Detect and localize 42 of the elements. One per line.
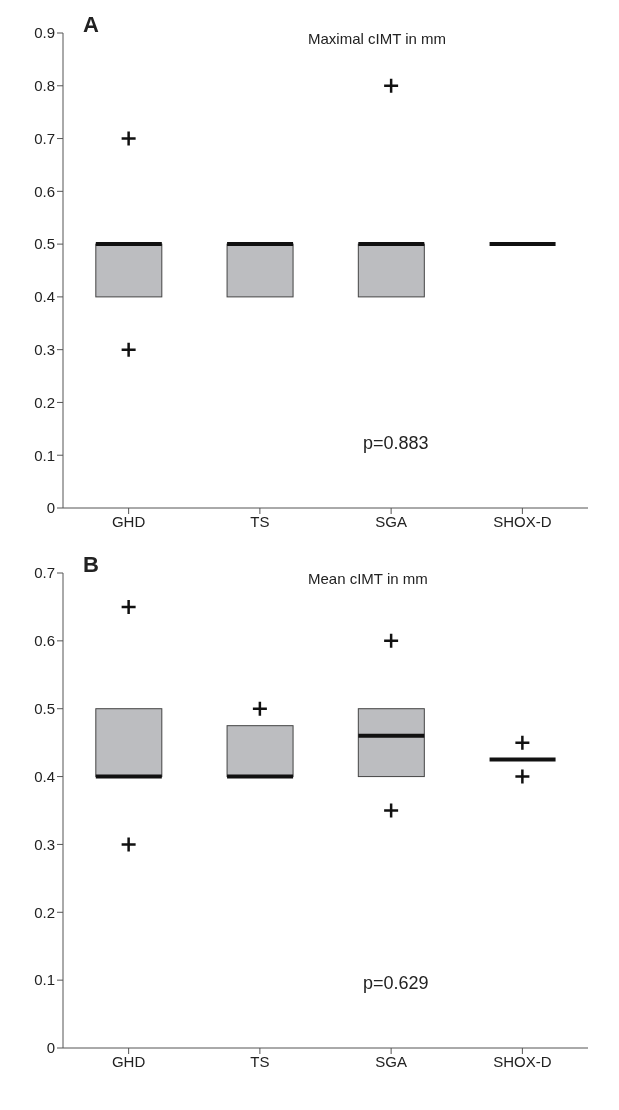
y-tick-label: 0.8: [34, 77, 55, 95]
chart-title: Mean cIMT in mm: [308, 570, 428, 587]
y-tick-label: 0.6: [34, 632, 55, 650]
x-tick-label: SHOX-D: [493, 512, 552, 530]
point: [514, 768, 531, 785]
y-tick-label: 0.4: [34, 288, 55, 306]
x-tick-label: TS: [250, 1052, 270, 1070]
y-tick-label: 0.5: [34, 700, 55, 718]
y-tick-label: 0.5: [34, 235, 55, 253]
x-tick-label: GHD: [111, 1052, 146, 1070]
point: [120, 341, 137, 358]
chart-title: Maximal cIMT in mm: [308, 30, 447, 47]
x-tick-label: SHOX-D: [493, 1052, 552, 1070]
point: [251, 700, 269, 717]
y-tick-label: 0.3: [34, 340, 55, 358]
y-tick-label: 0: [46, 499, 55, 517]
y-tick-label: 0.7: [34, 129, 55, 147]
y-tick-label: 0.2: [34, 393, 55, 411]
point: [120, 598, 137, 616]
point: [514, 734, 531, 751]
point: [120, 836, 137, 853]
point: [382, 77, 400, 95]
y-tick-label: 0.7: [34, 564, 55, 582]
annotation: A: [83, 12, 99, 38]
y-tick-label: 0.3: [34, 835, 55, 853]
y-tick-label: 0.1: [34, 971, 55, 989]
point: [382, 632, 400, 650]
y-tick-label: 0.4: [34, 767, 55, 785]
x-tick-label: SGA: [375, 1052, 407, 1070]
point: [382, 802, 400, 819]
x-tick-label: SGA: [375, 512, 407, 530]
y-tick-label: 0.1: [34, 446, 55, 464]
y-tick-label: 0.6: [34, 182, 55, 200]
annotation: p=0.629: [363, 973, 429, 994]
y-tick-label: 0.9: [34, 24, 55, 42]
point: [120, 130, 137, 147]
x-tick-label: TS: [250, 512, 270, 530]
annotation: p=0.883: [363, 433, 429, 454]
y-tick-label: 0.2: [34, 903, 55, 921]
annotation: B: [83, 552, 99, 578]
x-tick-label: GHD: [111, 512, 146, 530]
y-tick-label: 0: [46, 1039, 55, 1057]
